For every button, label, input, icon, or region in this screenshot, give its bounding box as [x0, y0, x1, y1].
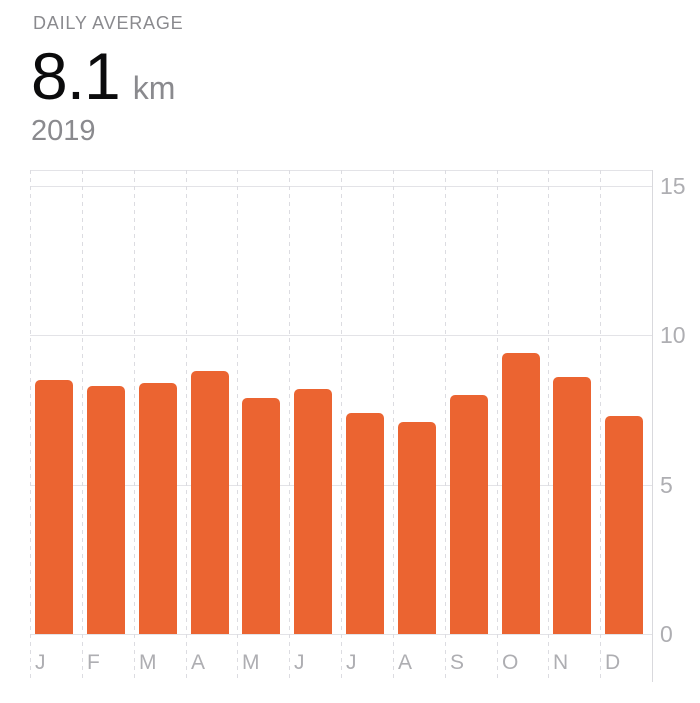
month-label-5: J	[294, 651, 305, 674]
y-tick-label-10: 10	[660, 322, 686, 348]
month-label-7: A	[398, 651, 413, 674]
column-divider-0	[30, 170, 31, 682]
month-label-0: J	[35, 651, 46, 674]
column-divider-7	[393, 170, 394, 682]
column-divider-5	[289, 170, 290, 682]
period-label: 2019	[31, 115, 96, 147]
column-divider-2	[134, 170, 135, 682]
bar-9-O[interactable]	[502, 353, 540, 634]
bar-10-N[interactable]	[553, 377, 591, 634]
column-divider-3	[186, 170, 187, 682]
month-label-6: J	[346, 651, 357, 674]
column-divider-6	[341, 170, 342, 682]
column-divider-8	[445, 170, 446, 682]
y-tick-label-15: 15	[660, 173, 686, 199]
month-label-10: N	[553, 651, 569, 674]
bar-2-M[interactable]	[139, 383, 177, 634]
daily-average-value: 8.1	[31, 39, 121, 113]
daily-average-value-row: 8.1 km	[31, 39, 176, 113]
bar-7-A[interactable]	[398, 422, 436, 634]
column-divider-4	[237, 170, 238, 682]
y-tick-label-5: 5	[660, 472, 673, 498]
month-label-3: A	[191, 651, 206, 674]
month-label-11: D	[605, 651, 621, 674]
month-label-8: S	[450, 651, 465, 674]
y-tick-label-0: 0	[660, 621, 673, 647]
bar-4-M[interactable]	[242, 398, 280, 634]
month-label-2: M	[139, 651, 157, 674]
bar-11-D[interactable]	[605, 416, 643, 634]
bar-0-J[interactable]	[35, 380, 73, 634]
bar-8-S[interactable]	[450, 395, 488, 634]
daily-average-unit: km	[132, 70, 176, 106]
month-label-9: O	[502, 651, 519, 674]
month-label-4: M	[242, 651, 260, 674]
column-divider-10	[548, 170, 549, 682]
column-divider-11	[600, 170, 601, 682]
month-label-1: F	[87, 651, 100, 674]
column-divider-9	[497, 170, 498, 682]
column-divider-1	[82, 170, 83, 682]
bar-5-J[interactable]	[294, 389, 332, 634]
daily-average-label: DAILY AVERAGE	[33, 13, 184, 33]
bar-1-F[interactable]	[87, 386, 125, 634]
bar-6-J[interactable]	[346, 413, 384, 634]
bar-3-A[interactable]	[191, 371, 229, 634]
y-axis-line	[652, 170, 653, 682]
